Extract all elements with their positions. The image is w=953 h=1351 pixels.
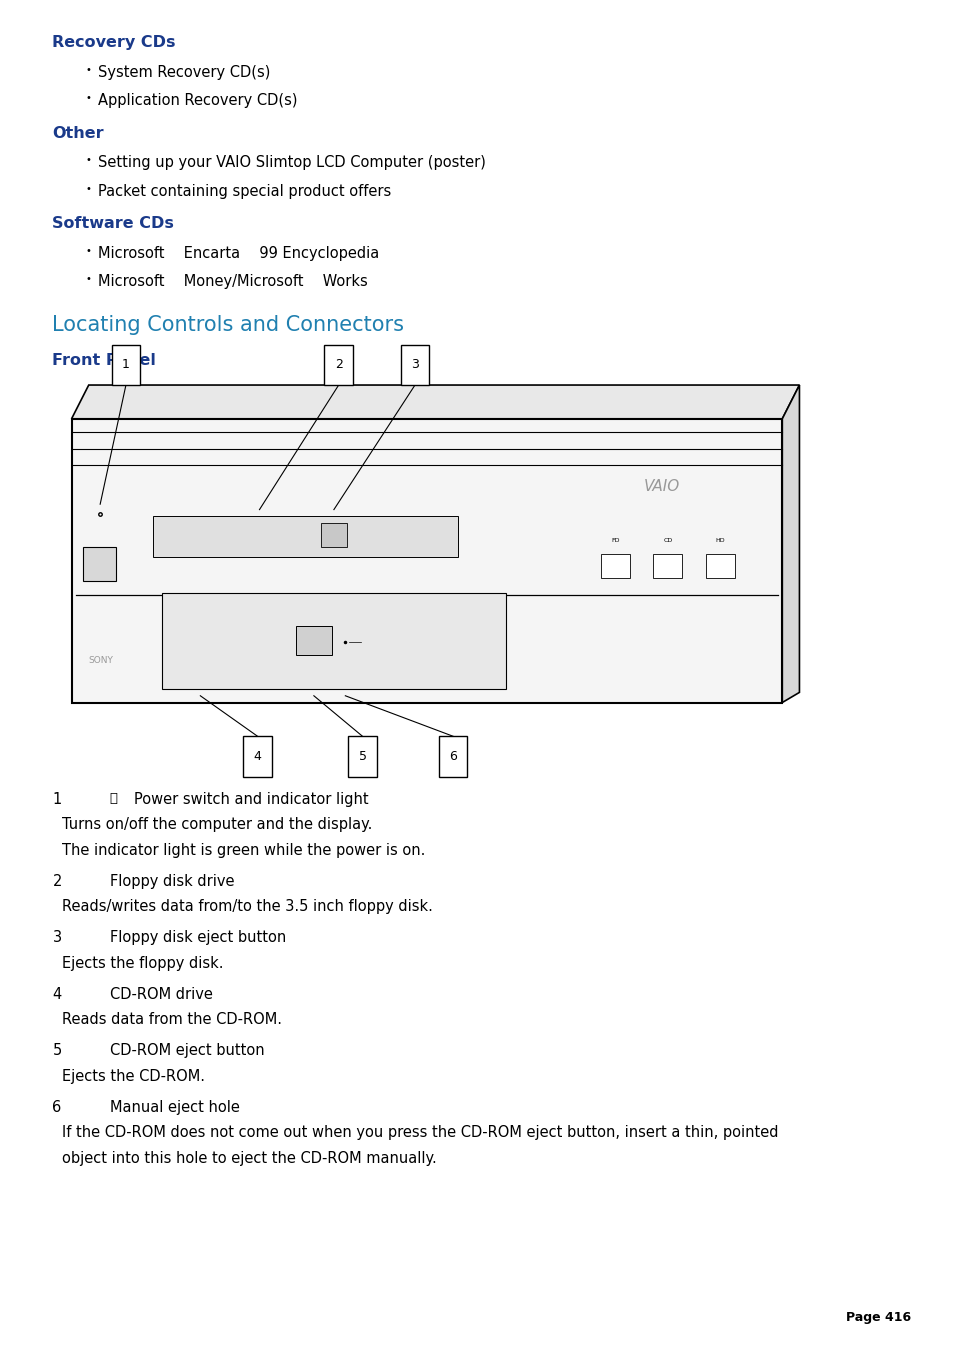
Text: Setting up your VAIO Slimtop LCD Computer (poster): Setting up your VAIO Slimtop LCD Compute…: [98, 155, 486, 170]
Text: CD: CD: [662, 538, 672, 543]
Text: VAIO: VAIO: [643, 480, 679, 494]
Text: Floppy disk drive: Floppy disk drive: [110, 874, 234, 889]
Text: Reads/writes data from/to the 3.5 inch floppy disk.: Reads/writes data from/to the 3.5 inch f…: [62, 900, 433, 915]
Bar: [71, 419, 781, 703]
Text: 4: 4: [253, 750, 261, 763]
Text: Microsoft  Encarta  99 Encyclopedia: Microsoft Encarta 99 Encyclopedia: [98, 246, 379, 261]
Text: Manual eject hole: Manual eject hole: [110, 1100, 239, 1115]
Bar: [600, 554, 629, 578]
Text: Software CDs: Software CDs: [52, 216, 174, 231]
Text: •: •: [86, 93, 91, 103]
Bar: [295, 626, 332, 655]
Bar: [152, 516, 457, 557]
Bar: [83, 547, 116, 581]
Text: Microsoft  Money/Microsoft  Works: Microsoft Money/Microsoft Works: [98, 274, 368, 289]
Text: •: •: [86, 274, 91, 284]
Text: 5: 5: [52, 1043, 62, 1058]
Bar: [324, 345, 353, 385]
Text: Ejects the floppy disk.: Ejects the floppy disk.: [62, 957, 223, 971]
Text: 6: 6: [449, 750, 456, 763]
Text: 3: 3: [52, 931, 62, 946]
Text: •: •: [86, 65, 91, 74]
Polygon shape: [71, 385, 799, 419]
Text: 1: 1: [52, 792, 62, 807]
Polygon shape: [781, 385, 799, 703]
Text: •: •: [86, 155, 91, 165]
Text: FD: FD: [611, 538, 618, 543]
Text: 3: 3: [411, 358, 418, 372]
Text: 6: 6: [52, 1100, 62, 1115]
Bar: [112, 345, 140, 385]
Text: Locating Controls and Connectors: Locating Controls and Connectors: [52, 315, 404, 335]
Text: Page 416: Page 416: [845, 1310, 910, 1324]
Bar: [348, 736, 376, 777]
Text: Application Recovery CD(s): Application Recovery CD(s): [98, 93, 297, 108]
Text: SONY: SONY: [89, 655, 113, 665]
Text: Floppy disk eject button: Floppy disk eject button: [110, 931, 286, 946]
Text: 5: 5: [358, 750, 366, 763]
Text: •: •: [86, 246, 91, 255]
Bar: [243, 736, 272, 777]
Bar: [320, 523, 347, 547]
Text: Turns on/off the computer and the display.: Turns on/off the computer and the displa…: [62, 817, 372, 832]
Text: ⏻: ⏻: [110, 792, 117, 805]
Bar: [400, 345, 429, 385]
Text: CD-ROM drive: CD-ROM drive: [110, 986, 213, 1002]
Text: The indicator light is green while the power is on.: The indicator light is green while the p…: [62, 843, 425, 858]
Text: Other: Other: [52, 126, 104, 141]
Bar: [162, 593, 505, 689]
Text: •: •: [86, 184, 91, 193]
Bar: [653, 554, 681, 578]
Text: CD-ROM eject button: CD-ROM eject button: [110, 1043, 264, 1058]
Text: Reads data from the CD-ROM.: Reads data from the CD-ROM.: [62, 1012, 282, 1028]
Text: System Recovery CD(s): System Recovery CD(s): [98, 65, 271, 80]
Text: Recovery CDs: Recovery CDs: [52, 35, 175, 50]
Text: Front Panel: Front Panel: [52, 353, 156, 367]
Text: Ejects the CD-ROM.: Ejects the CD-ROM.: [62, 1069, 205, 1084]
Bar: [438, 736, 467, 777]
Text: If the CD-ROM does not come out when you press the CD-ROM eject button, insert a: If the CD-ROM does not come out when you…: [62, 1125, 778, 1140]
Text: 2: 2: [335, 358, 342, 372]
Text: Packet containing special product offers: Packet containing special product offers: [98, 184, 391, 199]
Text: object into this hole to eject the CD-ROM manually.: object into this hole to eject the CD-RO…: [62, 1151, 436, 1166]
Text: 1: 1: [122, 358, 130, 372]
Bar: [705, 554, 734, 578]
Text: Power switch and indicator light: Power switch and indicator light: [133, 792, 368, 807]
Text: 2: 2: [52, 874, 62, 889]
Text: 4: 4: [52, 986, 62, 1002]
Text: HD: HD: [715, 538, 724, 543]
